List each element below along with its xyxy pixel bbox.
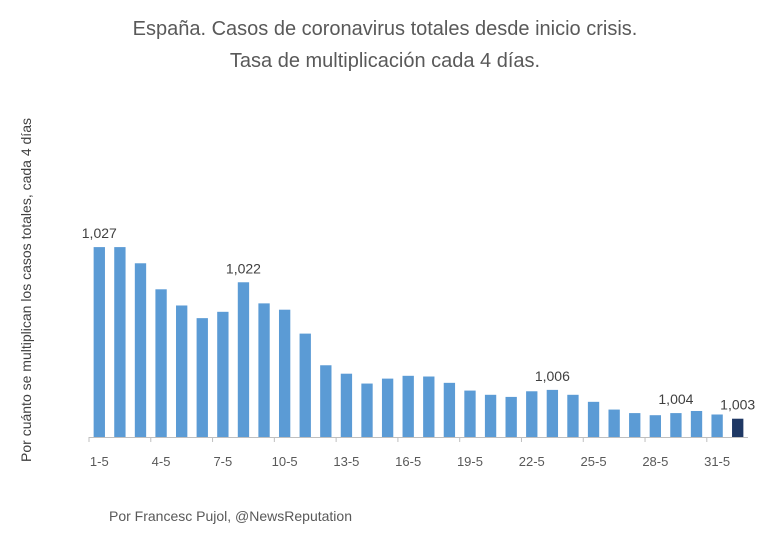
data-label: 1,027 bbox=[82, 225, 117, 241]
data-label: 1,003 bbox=[720, 397, 755, 413]
x-tick-label: 28-5 bbox=[642, 454, 668, 469]
x-tick-label: 1-5 bbox=[90, 454, 109, 469]
bar-10-5 bbox=[278, 309, 291, 437]
bar-18-5 bbox=[443, 382, 456, 437]
bar-7-5 bbox=[217, 311, 229, 437]
bar-22-5 bbox=[526, 391, 538, 437]
data-label: 1,004 bbox=[658, 391, 693, 407]
bar-8-5 bbox=[237, 282, 250, 437]
x-tick-label: 10-5 bbox=[272, 454, 298, 469]
bar-11-5 bbox=[299, 333, 311, 437]
bar-16-5 bbox=[402, 375, 414, 437]
bar-6-5 bbox=[196, 318, 208, 437]
bar-29-5 bbox=[670, 413, 682, 437]
bar-2-5 bbox=[114, 247, 126, 437]
x-tick-label: 19-5 bbox=[457, 454, 483, 469]
x-tick-label: 4-5 bbox=[152, 454, 171, 469]
bar-27-5 bbox=[629, 413, 641, 437]
x-tick-label: 25-5 bbox=[581, 454, 607, 469]
bar-21-5 bbox=[505, 396, 517, 437]
bar-24-5 bbox=[567, 394, 579, 437]
x-tick-label: 13-5 bbox=[333, 454, 359, 469]
bar-14-5 bbox=[361, 383, 373, 437]
bar-17-5 bbox=[423, 376, 435, 437]
data-label: 1,006 bbox=[535, 368, 570, 384]
bar-1-5 bbox=[93, 247, 105, 437]
bar-13-5 bbox=[340, 373, 353, 437]
x-tick-label: 7-5 bbox=[213, 454, 232, 469]
bar-31-5 bbox=[711, 414, 723, 437]
x-tick-label: 16-5 bbox=[395, 454, 421, 469]
bar-1-6 bbox=[732, 418, 744, 437]
bar-30-5 bbox=[690, 410, 703, 437]
bar-3-5 bbox=[134, 263, 147, 437]
bar-26-5 bbox=[608, 409, 620, 437]
bar-12-5 bbox=[320, 365, 332, 437]
bar-9-5 bbox=[258, 303, 270, 437]
bar-15-5 bbox=[381, 378, 394, 437]
credit-text: Por Francesc Pujol, @NewsReputation bbox=[109, 508, 352, 524]
chart-title-line-2: Tasa de multiplicación cada 4 días. bbox=[229, 50, 541, 72]
bar-25-5 bbox=[587, 401, 600, 437]
bar-5-5 bbox=[176, 305, 188, 437]
chart-title-line-1: España. Casos de coronavirus totales des… bbox=[132, 18, 638, 40]
data-label: 1,022 bbox=[226, 260, 261, 276]
bar-28-5 bbox=[649, 415, 661, 437]
bar-23-5 bbox=[546, 389, 559, 437]
bar-4-5 bbox=[155, 289, 167, 437]
bar-19-5 bbox=[464, 390, 476, 437]
bar-20-5 bbox=[484, 394, 497, 437]
x-tick-label: 22-5 bbox=[519, 454, 545, 469]
x-tick-label: 31-5 bbox=[704, 454, 730, 469]
